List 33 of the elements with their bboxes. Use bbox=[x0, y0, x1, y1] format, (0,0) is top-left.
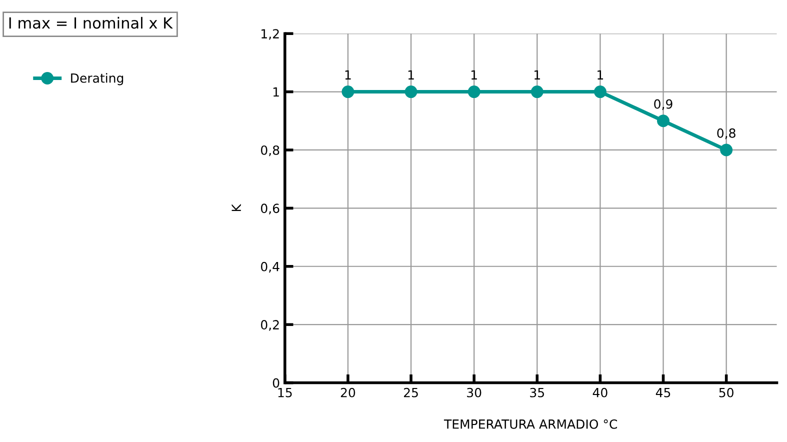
x-tick-label: 40 bbox=[592, 388, 608, 398]
y-tick-label: 1 bbox=[273, 87, 279, 97]
point bbox=[468, 86, 480, 98]
x-axis-title: TEMPERATURA ARMADIO °C bbox=[444, 419, 617, 429]
data-label: 0,9 bbox=[654, 99, 672, 110]
y-tick-label: 0,2 bbox=[260, 320, 279, 331]
point bbox=[404, 86, 418, 98]
y-axis-title: K bbox=[232, 204, 241, 212]
data-label: 1 bbox=[345, 70, 351, 80]
point bbox=[342, 86, 354, 98]
point bbox=[594, 86, 606, 98]
x-tick-label: 35 bbox=[530, 388, 544, 398]
y-tick-label: 0,6 bbox=[260, 204, 280, 214]
data-label: 1 bbox=[534, 70, 540, 80]
point bbox=[720, 144, 733, 156]
legend-label: Derating bbox=[71, 73, 124, 86]
x-tick-label: 20 bbox=[340, 388, 356, 398]
data-label: 1 bbox=[471, 70, 477, 80]
data-label: 1 bbox=[598, 70, 604, 80]
text: I max = I nominal x K bbox=[9, 16, 173, 29]
y-tick-label: 0,4 bbox=[260, 262, 280, 273]
y-tick-label: 0,8 bbox=[260, 145, 280, 156]
data-label: 0,8 bbox=[717, 128, 736, 140]
x-tick-label: 45 bbox=[656, 388, 670, 398]
y-tick-label: 1,2 bbox=[262, 29, 279, 40]
point bbox=[530, 86, 544, 98]
x-tick-label: 25 bbox=[404, 388, 418, 398]
data-label: 1 bbox=[408, 70, 414, 80]
point bbox=[657, 114, 670, 128]
y-tick-label: 0 bbox=[272, 378, 280, 388]
x-tick-label: 15 bbox=[278, 388, 292, 398]
x-tick-label: 30 bbox=[467, 388, 482, 398]
x-tick-label: 50 bbox=[719, 388, 734, 398]
